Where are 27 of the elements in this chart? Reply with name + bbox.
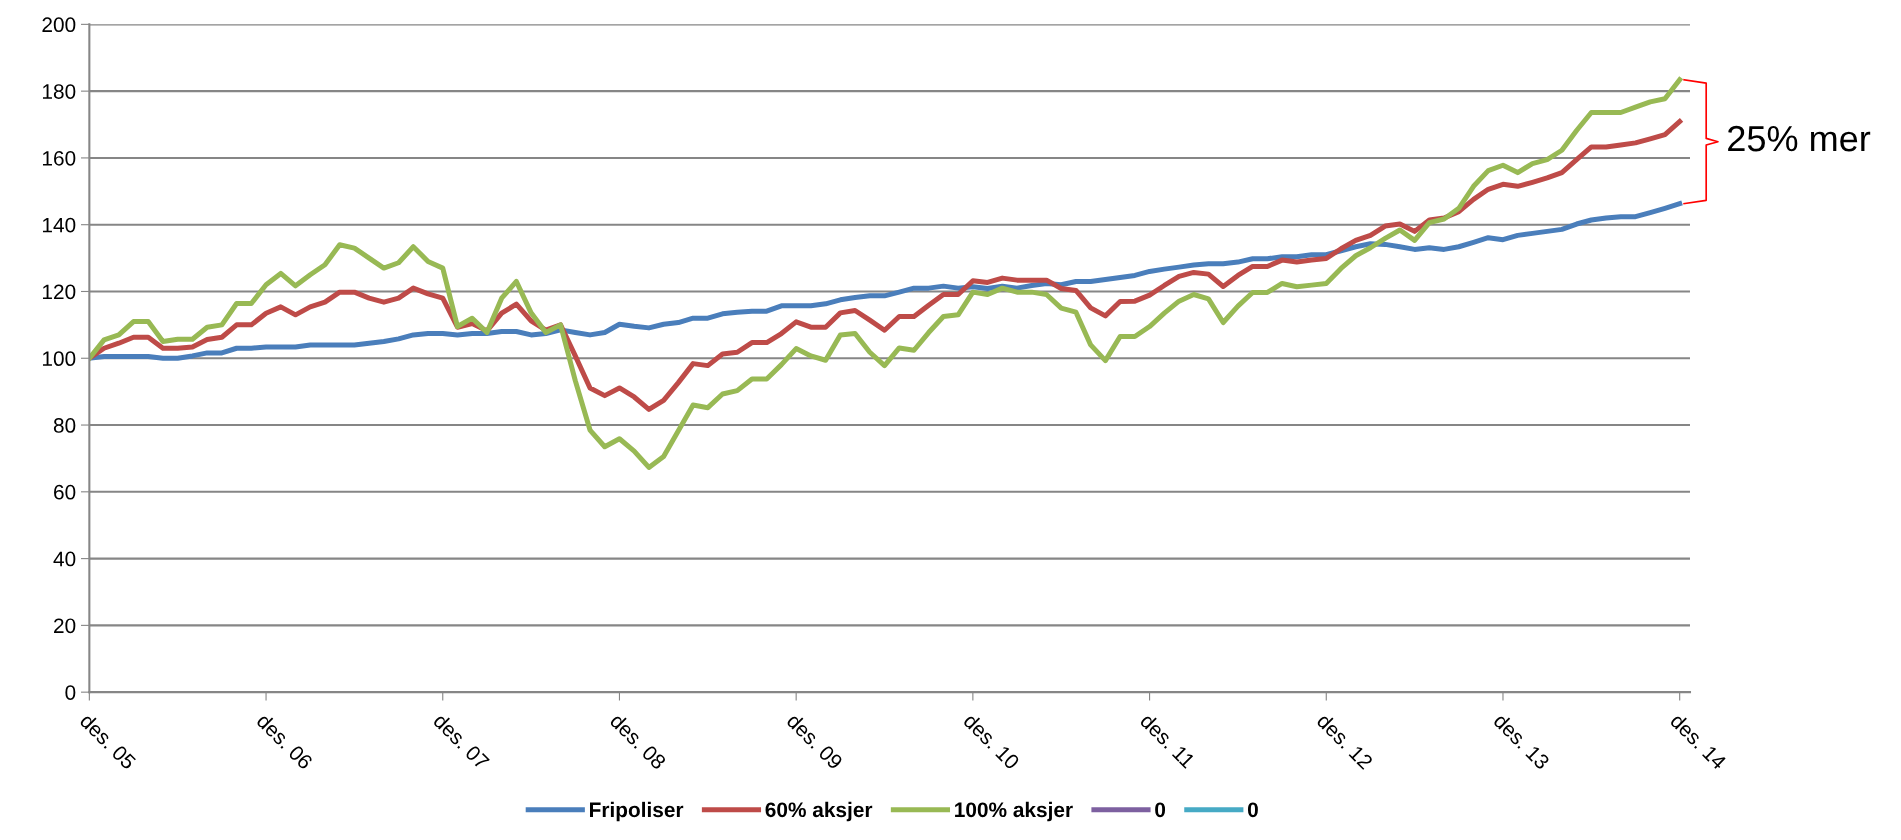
x-tick-label: des. 06 bbox=[255, 712, 314, 771]
y-tick-label: 200 bbox=[42, 17, 76, 33]
y-tick-label: 160 bbox=[42, 150, 76, 166]
text: 25% mer bbox=[1728, 125, 1871, 152]
x-tick-label: des. 05 bbox=[79, 712, 138, 771]
x-tick-label: des. 13 bbox=[1492, 712, 1551, 771]
x-tick-label: des. 10 bbox=[962, 712, 1021, 771]
x-tick-label: des. 14 bbox=[1669, 712, 1728, 771]
x-tick-label: des. 08 bbox=[609, 712, 668, 771]
legend-label: Fripoliser bbox=[590, 801, 684, 822]
x-tick-label: des. 11 bbox=[1139, 712, 1197, 769]
y-tick-label: 40 bbox=[53, 551, 76, 567]
y-tick-label: 20 bbox=[54, 618, 76, 634]
x-tick-label: des. 09 bbox=[785, 712, 844, 771]
x-tick-label: des. 07 bbox=[432, 712, 491, 771]
y-tick-label: 120 bbox=[42, 284, 76, 300]
y-tick-label: 100 bbox=[42, 351, 76, 367]
legend-label: 100% aksjer bbox=[955, 801, 1073, 822]
legend-label: 0 bbox=[1247, 802, 1258, 818]
legend-label: 60% aksjer bbox=[765, 801, 873, 822]
y-tick-label: 140 bbox=[42, 217, 76, 233]
y-tick-label: 0 bbox=[65, 685, 76, 700]
y-tick-label: 180 bbox=[42, 84, 76, 99]
y-tick-label: 80 bbox=[53, 418, 76, 433]
legend-label: 0 bbox=[1155, 802, 1166, 818]
x-tick-label: des. 12 bbox=[1316, 712, 1374, 771]
y-tick-label: 60 bbox=[54, 484, 76, 500]
